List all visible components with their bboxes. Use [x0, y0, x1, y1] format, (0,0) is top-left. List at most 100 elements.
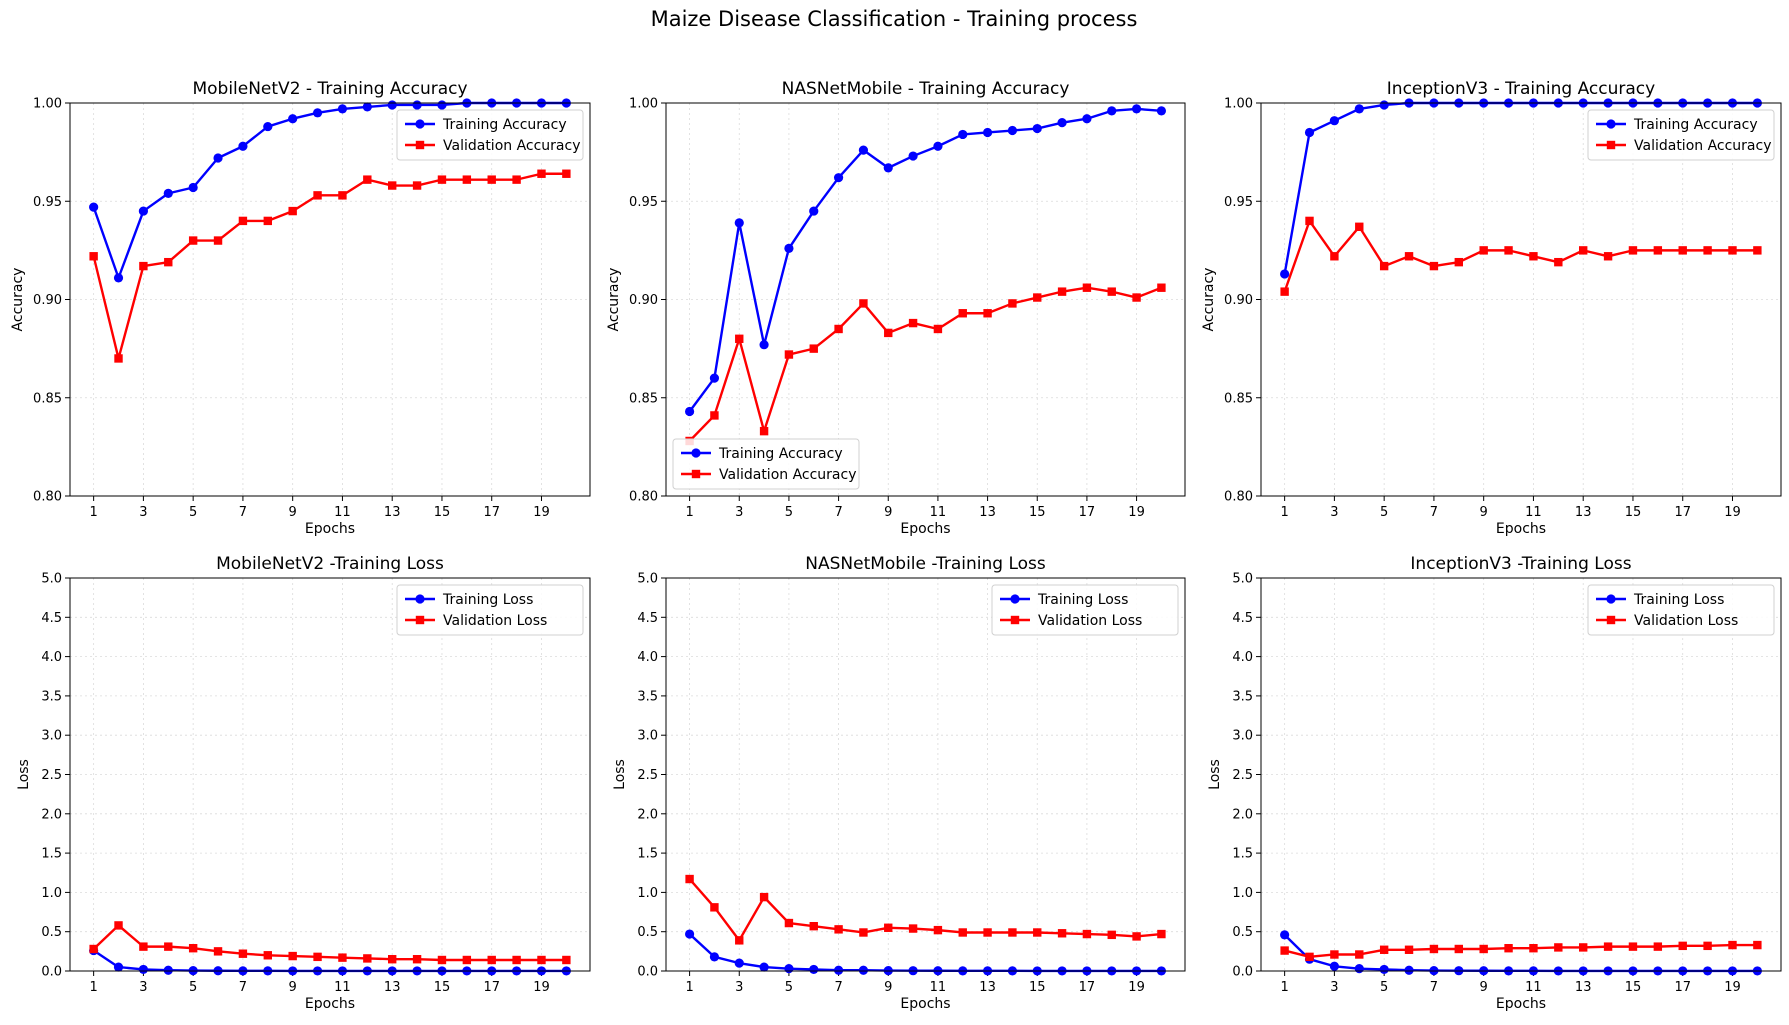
data-point [1107, 930, 1116, 940]
x-tick-label: 3 [1330, 505, 1338, 520]
y-tick-label: 0.85 [1224, 391, 1253, 406]
data-point [163, 965, 173, 975]
data-point [1033, 293, 1042, 302]
data-point [1504, 246, 1513, 255]
legend-entry-validation: Validation Accuracy [1596, 138, 1772, 154]
x-tick-label: 11 [334, 505, 351, 520]
data-point [164, 257, 173, 267]
data-point [338, 953, 347, 962]
x-tick-label: 13 [979, 505, 996, 520]
data-point [883, 163, 893, 173]
x-tick-label: 9 [289, 505, 297, 520]
x-tick-label: 3 [1330, 980, 1338, 995]
data-point [759, 426, 769, 436]
legend-entry-validation: Validation Accuracy [681, 467, 857, 483]
y-tick-label: 1.5 [637, 847, 658, 862]
x-tick-label: 5 [785, 980, 793, 995]
x-tick-label: 19 [1724, 980, 1741, 995]
x-tick-label: 9 [884, 980, 892, 995]
x-tick-label: 5 [189, 505, 197, 520]
x-tick-label: 13 [384, 505, 401, 520]
y-tick-label: 1.5 [1232, 847, 1253, 862]
data-point [163, 188, 173, 198]
y-tick-label: 1.0 [1232, 886, 1253, 901]
legend: Training Loss Validation Loss [1587, 584, 1775, 636]
subplot-title: InceptionV3 - Training Accuracy [1387, 79, 1655, 99]
data-point [958, 928, 967, 937]
y-tick-label: 1.5 [41, 847, 62, 862]
legend-marker [415, 119, 425, 129]
subplot-title: NASNetMobile - Training Accuracy [782, 79, 1070, 99]
data-point [1107, 287, 1116, 296]
x-tick-label: 15 [1029, 980, 1046, 995]
data-point [412, 181, 422, 190]
subplot-4: 1 3 5 7 9 11 13 15 17 190.00.51.01.52.02.53.03.54… [16, 554, 591, 1012]
x-tick-label: 19 [1128, 980, 1145, 995]
y-tick-label: 5.0 [1232, 572, 1253, 587]
x-tick-label: 5 [189, 980, 197, 995]
x-tick-label: 19 [533, 980, 550, 995]
y-tick-label: 5.0 [637, 572, 658, 587]
x-tick-label: 1 [1280, 980, 1288, 995]
legend-label: Training Accuracy [718, 446, 843, 462]
data-point [1678, 941, 1687, 951]
data-point [1305, 952, 1314, 962]
legend-entry-validation: Validation Accuracy [405, 138, 581, 154]
x-tick-label: 17 [1079, 505, 1096, 520]
data-point [684, 406, 695, 417]
data-point [734, 958, 744, 968]
y-tick-label: 4.0 [1232, 650, 1253, 665]
y-axis-label: Loss [612, 759, 628, 790]
data-point [139, 942, 148, 951]
data-point [1404, 945, 1414, 954]
data-point [809, 921, 818, 931]
data-point [1057, 929, 1067, 938]
data-point [1280, 287, 1289, 296]
y-tick-label: 4.0 [637, 650, 658, 665]
y-tick-label: 0.80 [33, 490, 62, 505]
data-point [1728, 246, 1737, 255]
subplot-2: 1 3 5 7 9 11 13 15 17 190.800.850.900.951.00NASNe… [606, 79, 1186, 537]
data-point [313, 191, 322, 200]
data-point [238, 216, 248, 226]
legend-box [396, 109, 584, 161]
legend-label: Training Loss [442, 592, 533, 608]
data-point [784, 350, 794, 359]
y-tick-label: 0.90 [1224, 293, 1253, 308]
data-point [710, 903, 719, 912]
x-tick-label: 11 [930, 505, 947, 520]
data-point [113, 962, 124, 972]
y-tick-label: 2.0 [1232, 807, 1253, 822]
data-point [983, 309, 992, 318]
data-point [834, 925, 843, 934]
data-point [213, 153, 223, 163]
data-point [809, 206, 819, 216]
axes-frame [665, 102, 1186, 497]
y-tick-label: 2.0 [637, 807, 658, 822]
x-tick-label: 7 [1430, 980, 1438, 995]
x-tick-label: 17 [1674, 505, 1691, 520]
legend-box [396, 584, 584, 636]
data-point [1529, 252, 1538, 261]
legend-label: Validation Accuracy [719, 467, 857, 483]
data-point [387, 100, 397, 110]
x-tick-label: 17 [1674, 980, 1691, 995]
y-tick-label: 0.0 [1232, 965, 1253, 980]
y-axis-label: Loss [16, 759, 32, 790]
x-tick-label: 1 [685, 505, 693, 520]
data-point [1703, 246, 1712, 255]
data-point [362, 102, 372, 112]
legend-box [991, 584, 1179, 636]
data-point [834, 324, 843, 334]
legend-entry-training: Training Accuracy [681, 446, 843, 462]
x-axis-label: Epochs [900, 996, 950, 1012]
legend-entry-validation: Validation Loss [405, 613, 547, 629]
x-tick-label: 9 [1480, 980, 1488, 995]
x-tick-label: 7 [239, 505, 247, 520]
y-tick-label: 0.5 [1232, 925, 1253, 940]
legend-marker [1606, 119, 1616, 129]
y-tick-label: 3.0 [1232, 729, 1253, 744]
data-point [562, 169, 571, 178]
data-point [512, 175, 521, 184]
data-point [114, 354, 123, 363]
